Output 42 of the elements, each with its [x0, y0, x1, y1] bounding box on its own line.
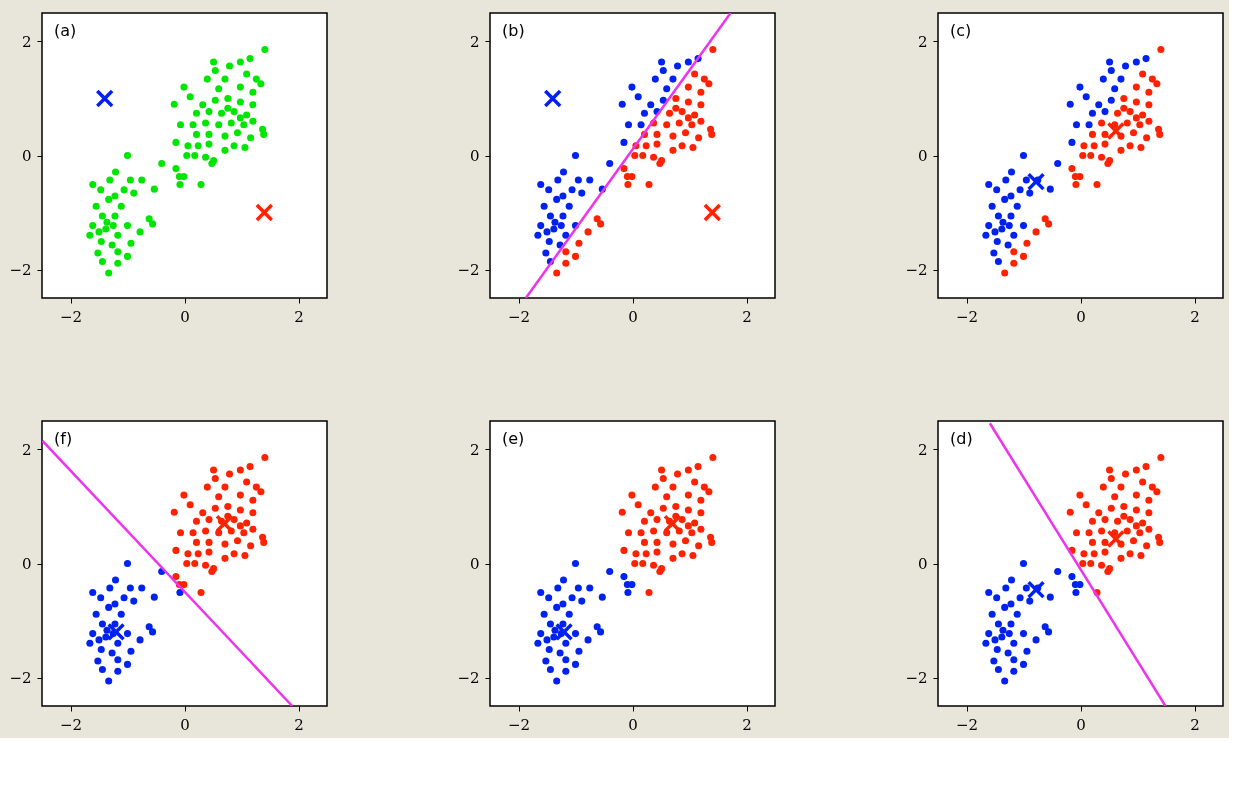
- x-tick-label: −2: [507, 715, 531, 734]
- y-tick-label: 2: [21, 33, 32, 51]
- x-tick-label: −2: [507, 307, 531, 326]
- x-tick-label: 0: [628, 715, 638, 734]
- y-tick-label: 2: [21, 441, 32, 459]
- y-tick-label: 2: [917, 33, 928, 51]
- x-tick-label: −2: [59, 715, 83, 734]
- y-tick-label: 2: [469, 33, 480, 51]
- x-tick-label: 2: [742, 307, 752, 326]
- y-tick-label: 2: [469, 441, 480, 459]
- y-tick-label: −2: [9, 669, 32, 687]
- x-tick-label: −2: [955, 307, 979, 326]
- x-tick-label: 2: [1190, 715, 1200, 734]
- y-tick-label: 0: [469, 555, 480, 573]
- text: (e): [502, 429, 525, 448]
- y-tick-label: 0: [469, 147, 480, 165]
- y-tick-label: −2: [905, 261, 928, 279]
- y-tick-label: −2: [9, 261, 32, 279]
- y-tick-label: 0: [21, 147, 32, 165]
- y-tick-label: 0: [917, 147, 928, 165]
- text: (a): [54, 21, 77, 40]
- text: (c): [950, 21, 972, 40]
- x-tick-label: 2: [294, 715, 304, 734]
- text: (f): [54, 429, 73, 448]
- x-tick-label: 2: [742, 715, 752, 734]
- y-tick-label: 2: [917, 441, 928, 459]
- x-tick-label: −2: [59, 307, 83, 326]
- x-tick-label: 0: [1076, 715, 1086, 734]
- y-tick-label: −2: [457, 669, 480, 687]
- x-tick-label: 0: [180, 307, 190, 326]
- y-tick-label: −2: [905, 669, 928, 687]
- y-tick-label: −2: [457, 261, 480, 279]
- x-tick-label: 2: [294, 307, 304, 326]
- x-tick-label: 0: [1076, 307, 1086, 326]
- x-tick-label: 0: [628, 307, 638, 326]
- text: (b): [502, 21, 525, 40]
- y-tick-label: 0: [21, 555, 32, 573]
- y-tick-label: 0: [917, 555, 928, 573]
- x-tick-label: 0: [180, 715, 190, 734]
- text: (d): [950, 429, 973, 448]
- x-tick-label: −2: [955, 715, 979, 734]
- x-tick-label: 2: [1190, 307, 1200, 326]
